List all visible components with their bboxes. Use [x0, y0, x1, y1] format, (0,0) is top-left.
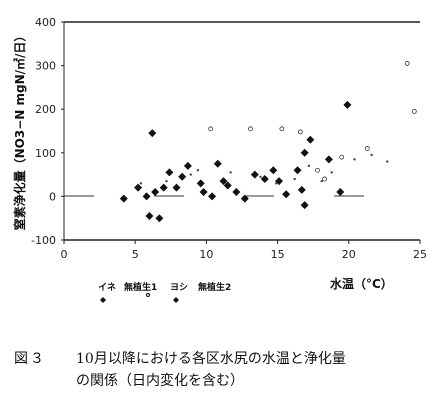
data-point [213, 159, 222, 168]
legend-label-mushokusei1: 無植生1 [124, 281, 157, 293]
x-tick-label: 25 [413, 248, 427, 261]
data-point [165, 168, 174, 177]
data-point [196, 179, 205, 188]
data-point [297, 185, 306, 194]
data-point [370, 153, 373, 157]
y-tick-label: 0 [49, 190, 56, 203]
data-point [151, 188, 160, 197]
data-point [364, 146, 370, 151]
data-point [208, 126, 214, 132]
figure-number: 図３ [14, 351, 46, 367]
plot-frame [63, 21, 420, 241]
data-point [259, 175, 262, 178]
legend-label-mushokusei2: 無植生2 [198, 281, 231, 293]
data-point [282, 190, 291, 199]
data-point [232, 188, 241, 197]
x-tick-label: 0 [61, 248, 68, 261]
data-point [274, 182, 278, 185]
data-point [320, 179, 323, 183]
data-point [178, 172, 187, 181]
data-point [307, 164, 311, 168]
x-axis-title: 水温（°C） [330, 276, 393, 291]
data-point [353, 158, 356, 161]
data-point [248, 126, 253, 132]
data-point [142, 192, 151, 201]
legend-label-ine: イネ [98, 282, 116, 293]
x-tick-label: 10 [199, 248, 213, 261]
data-point [139, 182, 143, 185]
y-tick-label: 200 [35, 103, 56, 116]
x-tick-label: 5 [132, 248, 139, 261]
x-tick-label: 20 [342, 248, 356, 261]
data-point [411, 108, 417, 114]
legend-marker-ine [100, 297, 106, 303]
data-point [196, 169, 200, 172]
data-point [229, 171, 232, 174]
data-points [119, 61, 417, 223]
data-point [322, 176, 327, 182]
caption-line-2: の関係（日内変化を含む） [76, 373, 244, 389]
data-point [306, 135, 315, 144]
data-point [219, 177, 228, 186]
data-point [330, 171, 333, 174]
data-point [315, 167, 320, 173]
data-point [339, 154, 345, 160]
legend: イネ 無植生1 ヨシ 無植生2 [98, 281, 231, 303]
data-point [145, 212, 154, 221]
data-point [165, 179, 168, 183]
data-point [343, 100, 352, 109]
data-point [293, 177, 296, 181]
x-axis-ticks: 0 5 10 15 20 25 [61, 240, 427, 261]
data-point [386, 160, 389, 163]
data-point [172, 183, 181, 192]
figure-caption: 図３ 10月以降における各区水尻の水温と浄化量 の関係（日内変化を含む） [14, 348, 434, 392]
data-point [260, 174, 269, 183]
data-point [250, 170, 259, 179]
data-point [183, 161, 192, 170]
caption-line-1: 10月以降における各区水尻の水温と浄化量 [76, 351, 346, 367]
data-point [223, 181, 232, 190]
data-point [300, 201, 309, 210]
x-tick-label: 15 [271, 248, 285, 261]
data-point [189, 173, 192, 176]
y-tick-label: 100 [35, 147, 56, 160]
data-point [336, 188, 345, 197]
data-point [279, 126, 285, 132]
data-point [148, 129, 157, 138]
legend-marker-mushokusei1 [146, 293, 150, 297]
data-point [134, 183, 143, 192]
data-point [293, 166, 302, 175]
data-point [240, 194, 249, 203]
data-point [404, 61, 410, 66]
data-point [324, 155, 333, 164]
y-tick-label: 400 [35, 16, 56, 29]
data-point [159, 183, 168, 192]
data-point [155, 214, 164, 223]
y-tick-label: -100 [31, 234, 56, 247]
legend-marker-yoshi [173, 297, 179, 303]
y-axis-ticks: -100 0 100 200 300 400 [31, 16, 64, 247]
y-tick-label: 300 [35, 60, 56, 73]
data-point [269, 166, 278, 175]
data-point [208, 192, 217, 201]
data-point [199, 188, 208, 197]
legend-label-yoshi: ヨシ [170, 282, 188, 293]
data-point [119, 194, 128, 203]
data-point [297, 129, 303, 135]
data-point [300, 148, 309, 157]
y-axis-title: 窒素浄化量（NO3−N mgN/㎡/日） [12, 30, 27, 231]
